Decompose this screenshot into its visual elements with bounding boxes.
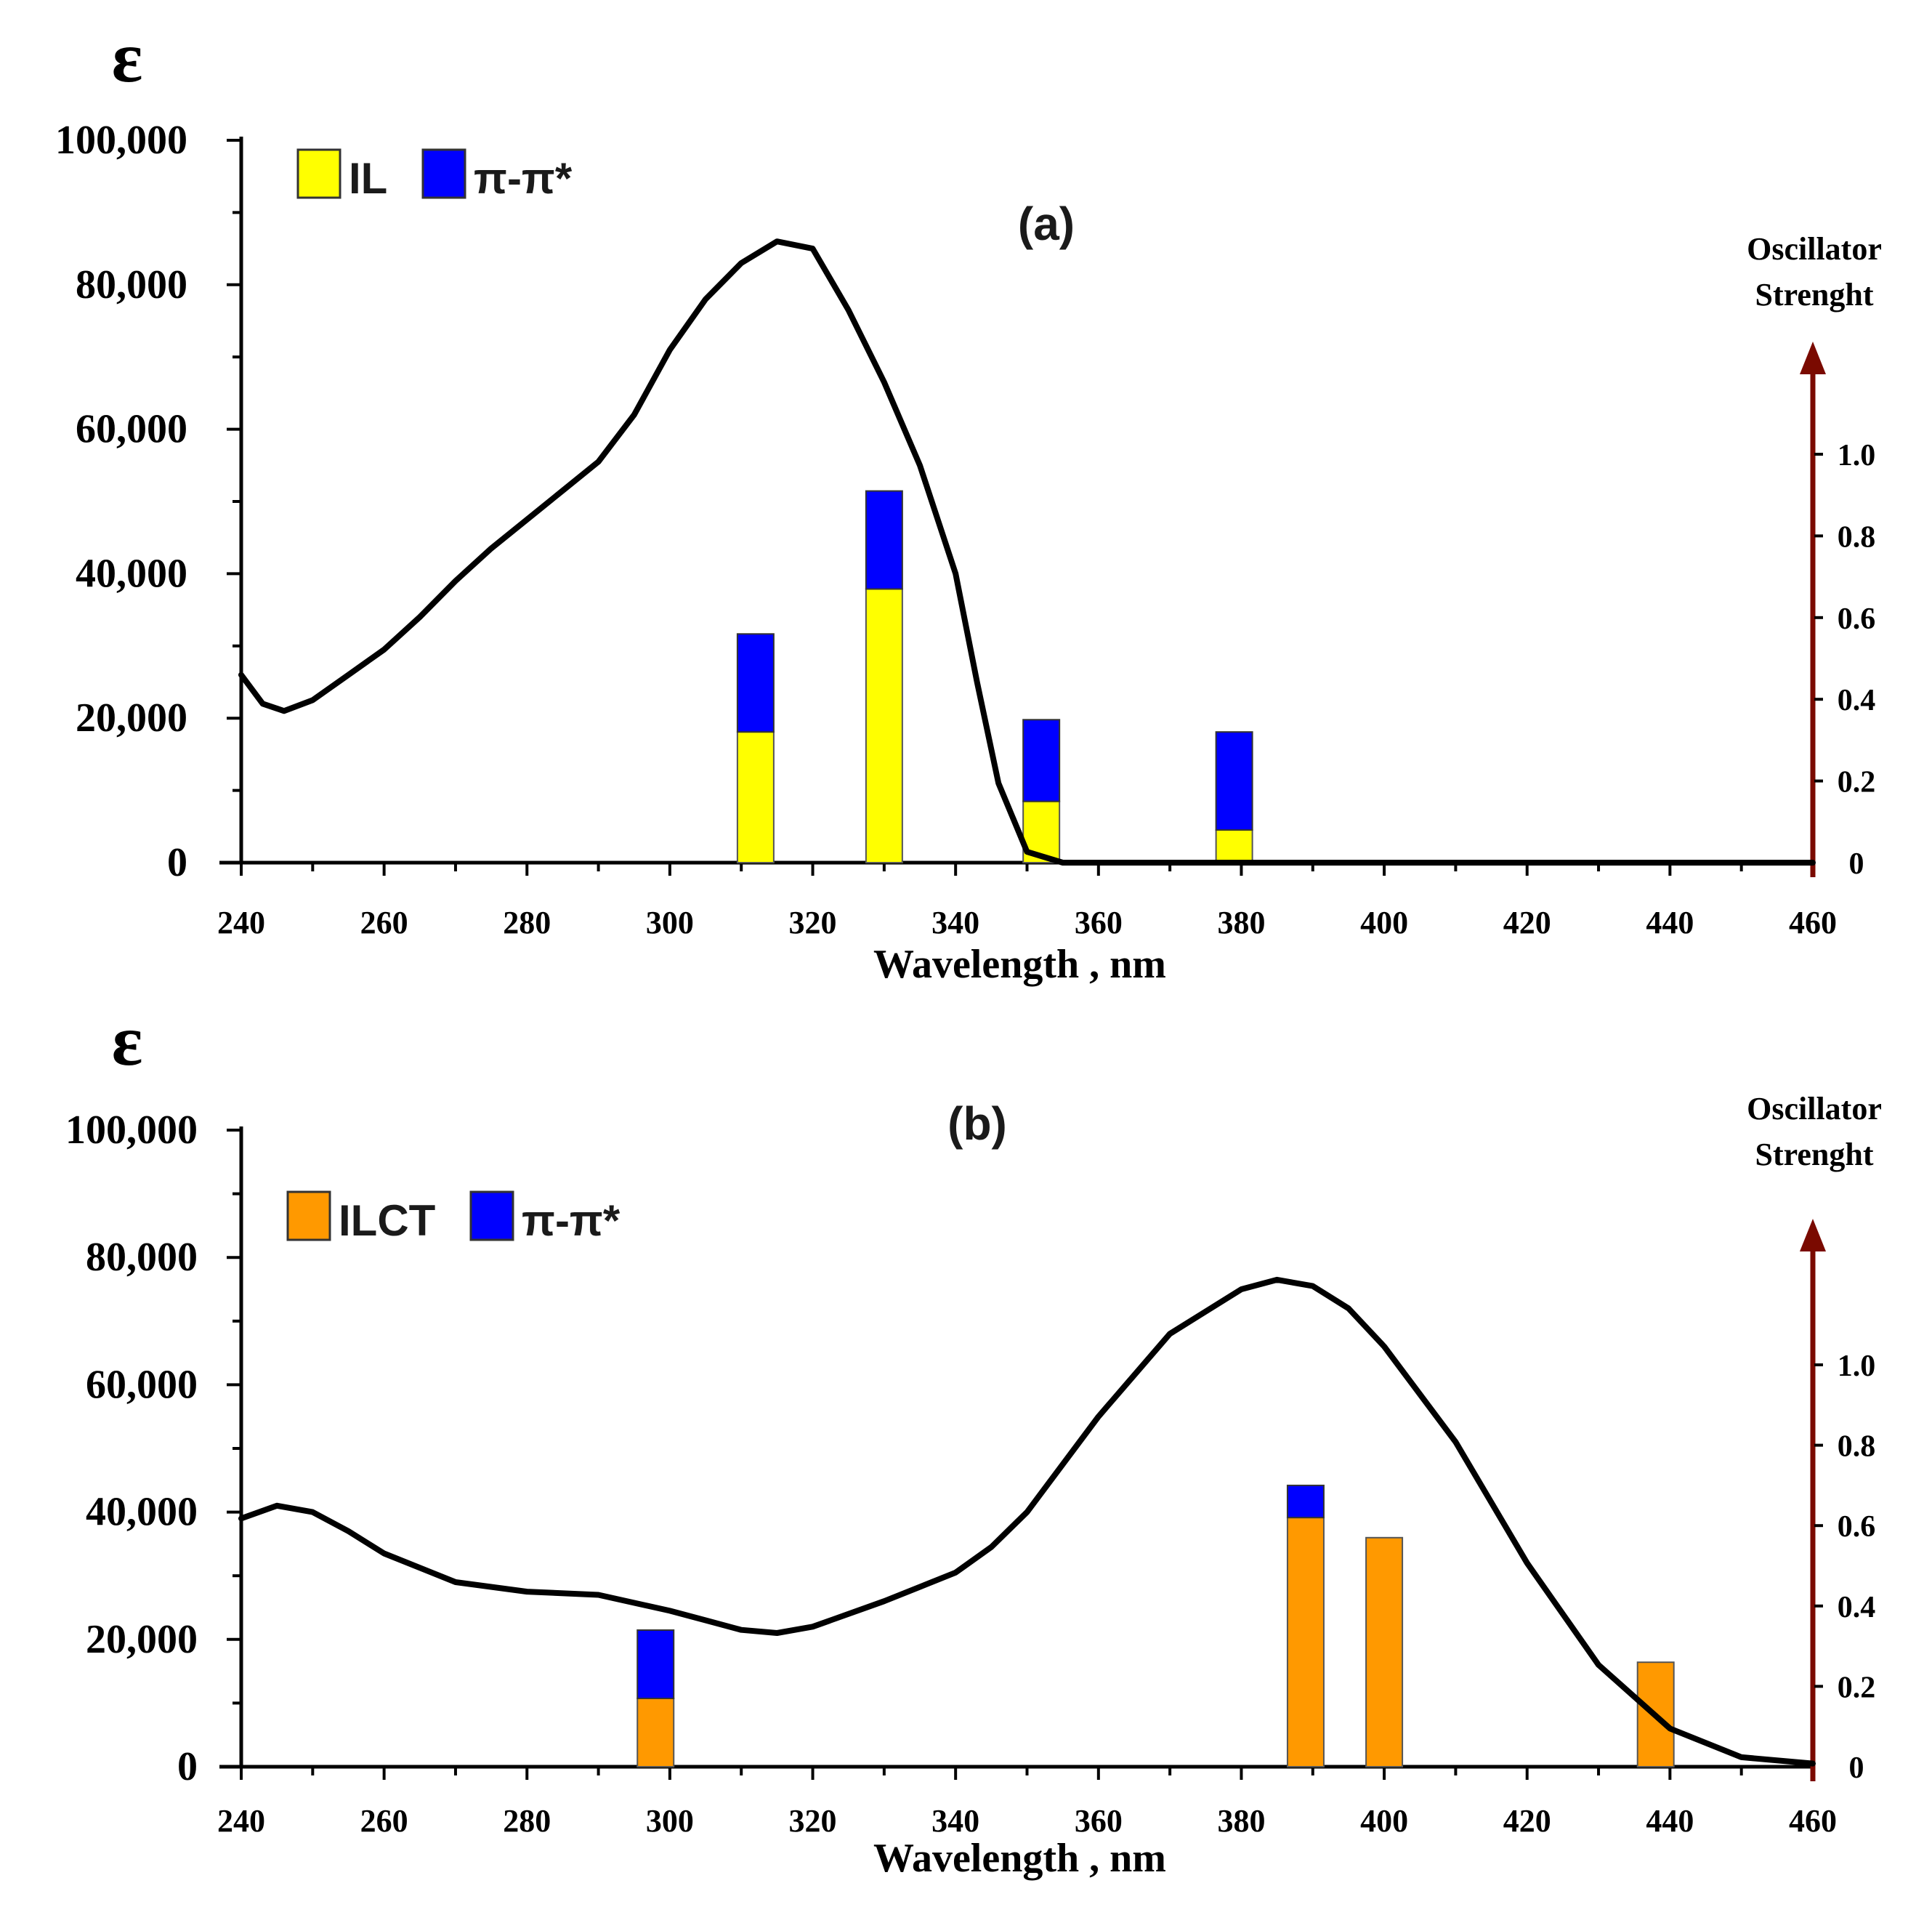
- oscillator-title-line2: Strenght: [1755, 1137, 1874, 1172]
- bar-pi-pi-298: [636, 1629, 675, 1699]
- oscillator-tick-label: 1.0: [1838, 1350, 1876, 1383]
- x-tick-label: 300: [646, 905, 694, 940]
- bar-il-379: [1215, 829, 1253, 864]
- y-tick-label: 100,000: [65, 1108, 198, 1153]
- oscillator-tick-label: 0: [1849, 1751, 1864, 1785]
- oscillator-tick-label: 0.4: [1838, 1591, 1876, 1624]
- y-tick-label: 80,000: [76, 262, 187, 307]
- bar-ilct-389: [1286, 1517, 1325, 1767]
- oscillator-tick-label: 0.6: [1838, 1510, 1876, 1544]
- x-tick-label: 400: [1360, 905, 1408, 940]
- bar-il-312: [736, 731, 775, 863]
- bar-pi-pi-352: [1022, 719, 1061, 802]
- x-tick-label: 440: [1646, 905, 1694, 940]
- absorption-curve: [238, 1276, 1816, 1767]
- oscillator-tick-label: 0: [1849, 847, 1864, 881]
- x-tick-label: 300: [646, 1803, 694, 1839]
- legend-label-il: IL: [349, 154, 387, 203]
- x-tick-label: 400: [1360, 1803, 1408, 1839]
- bar-pi-pi-379: [1215, 731, 1253, 831]
- x-tick-label: 240: [217, 905, 265, 940]
- x-tick-label: 260: [360, 1803, 408, 1839]
- y-tick-label: 100,000: [55, 118, 187, 163]
- bar-il-330: [865, 588, 903, 864]
- bar-pi-pi-312: [736, 633, 775, 733]
- absorption-curve: [238, 238, 1816, 866]
- y-tick-label: 40,000: [76, 551, 187, 596]
- oscillator-tick-label: 1.0: [1838, 439, 1876, 472]
- x-axis-title: Wavelength , nm: [873, 942, 1166, 987]
- oscillator-title-line1: Oscillator: [1747, 1091, 1882, 1126]
- legend-label-pi_pi: π-π*: [474, 154, 573, 203]
- x-tick-label: 260: [360, 905, 408, 940]
- panel-label: (a): [1018, 198, 1075, 250]
- x-tick-label: 240: [217, 1803, 265, 1839]
- x-tick-label: 320: [789, 905, 837, 940]
- legend-label-pi_pi: π-π*: [522, 1196, 621, 1245]
- epsilon-symbol: ε: [112, 1000, 143, 1081]
- x-tick-label: 360: [1075, 1803, 1123, 1839]
- oscillator-tick-label: 0.6: [1838, 602, 1876, 636]
- y-tick-label: 20,000: [76, 696, 187, 741]
- epsilon-symbol: ε: [112, 17, 143, 97]
- panel-label: (b): [947, 1097, 1007, 1150]
- x-tick-label: 280: [503, 905, 551, 940]
- y-tick-label: 40,000: [86, 1490, 198, 1535]
- bar-ilct-298: [636, 1697, 675, 1767]
- oscillator-tick-label: 0.2: [1838, 1671, 1876, 1704]
- x-tick-label: 380: [1217, 1803, 1265, 1839]
- y-tick-label: 0: [177, 1744, 198, 1789]
- oscillator-title-line1: Oscillator: [1747, 231, 1882, 267]
- y-tick-label: 0: [167, 840, 187, 885]
- oscillator-tick-label: 0.8: [1838, 520, 1876, 554]
- x-tick-label: 340: [931, 1803, 979, 1839]
- bar-pi-pi-330: [865, 490, 903, 590]
- legend-label-ilct: ILCT: [339, 1196, 435, 1245]
- x-tick-label: 340: [931, 905, 979, 940]
- oscillator-tick-label: 0.2: [1838, 766, 1876, 799]
- y-tick-label: 60,000: [76, 407, 187, 452]
- x-tick-label: 320: [789, 1803, 837, 1839]
- y-tick-label: 20,000: [86, 1617, 198, 1662]
- panel-b: ε (b) 0 20,000 40,000 60,000 80,000 100,000 240 2…: [65, 1000, 1882, 1881]
- x-tick-label: 420: [1503, 1803, 1551, 1839]
- oscillator-title-line2: Strenght: [1755, 277, 1874, 313]
- y-tick-label: 80,000: [86, 1235, 198, 1280]
- bar-ilct-400: [1365, 1536, 1404, 1768]
- panel-a: ε (a) 0 20,000 40,000 60,000 80,000 100,000 240 2…: [55, 17, 1882, 987]
- oscillator-tick-label: 0.8: [1838, 1430, 1876, 1464]
- legend-swatch-ilct: [286, 1190, 331, 1241]
- bar-pi-pi-389: [1286, 1484, 1325, 1519]
- x-axis-title: Wavelength , nm: [873, 1836, 1166, 1881]
- x-tick-label: 380: [1217, 905, 1265, 940]
- legend-swatch-il: [296, 148, 341, 199]
- oscillator-axis-arrowhead: [1800, 1219, 1826, 1251]
- x-tick-label: 280: [503, 1803, 551, 1839]
- x-tick-label: 360: [1075, 905, 1123, 940]
- x-tick-label: 460: [1789, 905, 1837, 940]
- x-tick-label: 460: [1789, 1803, 1837, 1839]
- x-tick-label: 420: [1503, 905, 1551, 940]
- oscillator-axis-arrowhead: [1800, 342, 1826, 374]
- x-tick-label: 440: [1646, 1803, 1694, 1839]
- legend-swatch-pi_pi: [469, 1190, 514, 1241]
- oscillator-tick-label: 0.4: [1838, 684, 1876, 717]
- y-tick-label: 60,000: [86, 1362, 198, 1407]
- legend-swatch-pi_pi: [421, 148, 466, 199]
